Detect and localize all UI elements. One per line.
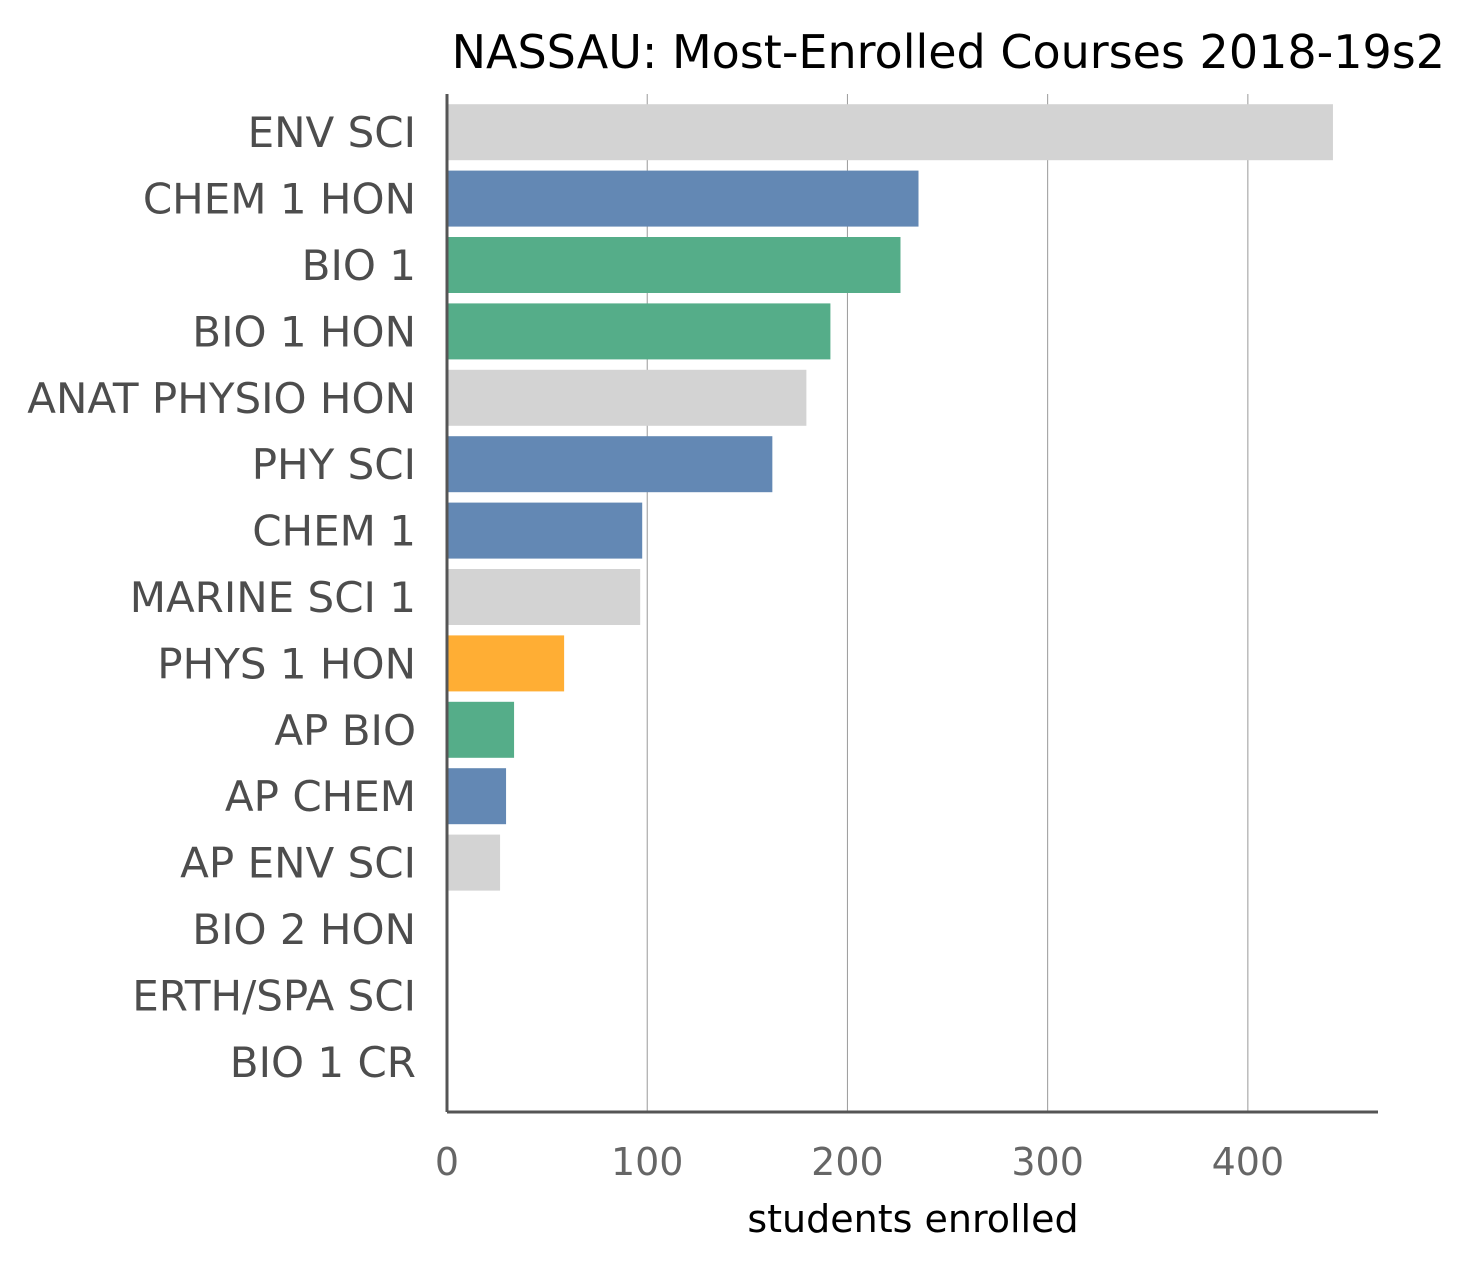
category-label: AP ENV SCI [180, 839, 416, 888]
x-tick-label: 0 [435, 1140, 459, 1184]
category-label: MARINE SCI 1 [130, 573, 416, 622]
bar [448, 502, 643, 559]
bar [448, 635, 565, 692]
category-label: PHYS 1 HON [157, 639, 416, 688]
bar [448, 701, 515, 758]
bars [448, 104, 1333, 891]
bar [448, 104, 1333, 161]
category-label: BIO 1 CR [230, 1038, 416, 1087]
x-tick-labels: 0 100 200 300 400 [435, 1140, 1284, 1184]
bar [448, 369, 807, 426]
category-label: BIO 1 HON [192, 307, 416, 356]
bar [448, 768, 507, 825]
category-label: AP BIO [274, 706, 416, 755]
category-labels: ENV SCI CHEM 1 HON BIO 1 BIO 1 HON ANAT PHYS… [27, 108, 416, 1087]
x-tick-label: 200 [811, 1140, 884, 1184]
bar [448, 170, 919, 227]
bar [448, 303, 831, 360]
bar [448, 436, 773, 493]
category-label: AP CHEM [225, 772, 416, 821]
category-label: ANAT PHYSIO HON [27, 374, 416, 423]
category-label: CHEM 1 HON [143, 175, 416, 224]
bar [448, 834, 501, 891]
category-label: ENV SCI [248, 108, 416, 157]
x-axis-title: students enrolled [747, 1197, 1078, 1241]
x-tick-label: 100 [611, 1140, 684, 1184]
x-tick-label: 300 [1011, 1140, 1084, 1184]
bar [448, 237, 901, 293]
x-tick-label: 400 [1212, 1140, 1285, 1184]
category-label: BIO 2 HON [192, 905, 416, 954]
chart-title: NASSAU: Most-Enrolled Courses 2018-19s2 [452, 25, 1445, 79]
category-label: ERTH/SPA SCI [132, 971, 416, 1020]
category-label: PHY SCI [252, 440, 416, 489]
category-label: CHEM 1 [252, 507, 416, 556]
bar [448, 569, 641, 625]
category-label: BIO 1 [302, 241, 416, 290]
